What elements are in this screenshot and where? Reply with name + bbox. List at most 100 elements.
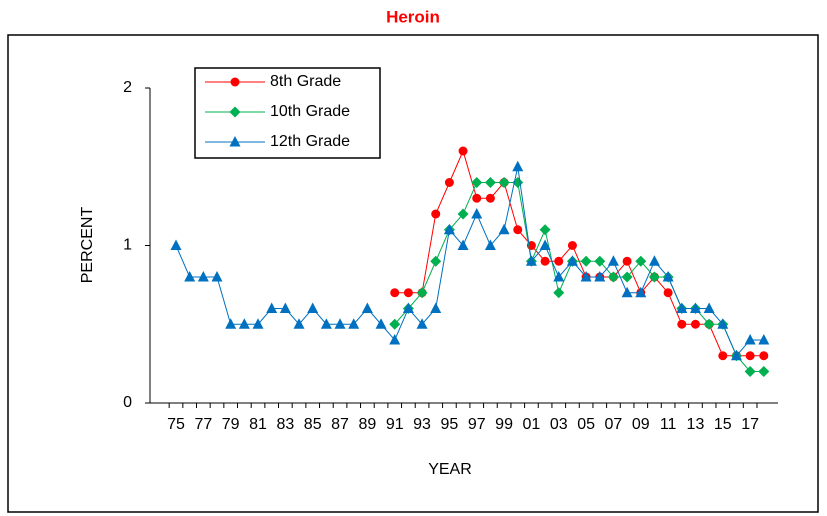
x-axis-label: YEAR — [428, 461, 472, 478]
legend-label: 12th Grade — [270, 133, 350, 150]
marker — [457, 239, 469, 250]
marker — [539, 224, 551, 236]
marker — [293, 318, 305, 329]
marker — [525, 255, 537, 266]
marker — [472, 193, 482, 203]
marker — [635, 255, 647, 267]
marker — [758, 334, 770, 345]
marker — [229, 106, 241, 118]
marker — [184, 271, 196, 282]
marker — [662, 271, 674, 282]
x-tick-label: 99 — [495, 416, 513, 433]
marker — [745, 351, 755, 361]
marker — [485, 193, 495, 203]
marker — [211, 271, 223, 282]
x-tick-label: 13 — [687, 416, 705, 433]
marker — [375, 318, 387, 329]
marker — [663, 288, 673, 298]
marker — [567, 241, 577, 250]
marker — [676, 302, 688, 313]
x-tick-label: 79 — [222, 416, 240, 433]
marker — [498, 223, 510, 235]
marker — [622, 256, 632, 266]
marker — [635, 286, 647, 298]
x-tick-label: 97 — [468, 416, 486, 433]
x-tick-label: 09 — [632, 416, 650, 433]
marker — [580, 255, 592, 267]
marker — [566, 255, 578, 266]
legend-label: 10th Grade — [270, 103, 350, 120]
marker — [443, 223, 455, 235]
marker — [553, 271, 565, 282]
marker — [230, 77, 240, 87]
marker — [416, 287, 428, 299]
marker — [389, 318, 401, 330]
marker — [717, 318, 729, 329]
marker — [594, 255, 606, 267]
x-tick-label: 01 — [523, 416, 541, 433]
marker — [320, 318, 332, 329]
series-line — [175, 166, 764, 357]
x-tick-label: 03 — [550, 416, 568, 433]
marker — [430, 302, 442, 313]
marker — [471, 208, 483, 219]
marker — [498, 177, 510, 188]
marker — [238, 318, 250, 329]
marker — [703, 302, 715, 313]
legend-label: 8th Grade — [270, 73, 341, 90]
marker — [718, 351, 728, 361]
marker — [334, 318, 346, 329]
marker — [225, 318, 237, 329]
y-tick-label: 2 — [123, 79, 132, 96]
x-tick-label: 91 — [386, 416, 404, 433]
marker — [390, 288, 400, 298]
marker — [689, 302, 701, 313]
x-tick-label: 95 — [441, 416, 459, 433]
marker — [554, 256, 564, 266]
marker — [484, 239, 496, 250]
marker — [266, 302, 278, 313]
marker — [553, 287, 565, 299]
x-tick-label: 87 — [331, 416, 349, 433]
marker — [690, 319, 700, 329]
chart-frame — [7, 34, 819, 513]
marker — [759, 351, 769, 361]
x-tick-label: 15 — [714, 416, 732, 433]
marker — [540, 256, 550, 266]
marker — [402, 302, 414, 313]
marker — [648, 271, 660, 283]
marker — [744, 366, 756, 377]
x-tick-label: 81 — [249, 416, 267, 433]
marker — [307, 302, 319, 313]
marker — [430, 255, 442, 267]
x-tick-label: 17 — [741, 416, 759, 433]
x-tick-label: 85 — [304, 416, 322, 433]
marker — [279, 302, 291, 313]
marker — [621, 286, 633, 298]
x-tick-label: 07 — [605, 416, 623, 433]
x-tick-label: 11 — [660, 416, 677, 433]
marker — [703, 318, 715, 330]
series-line — [394, 182, 764, 372]
marker — [758, 366, 770, 377]
legend-box — [194, 67, 381, 159]
marker — [348, 318, 360, 329]
marker — [677, 319, 687, 329]
marker — [431, 209, 441, 219]
x-tick-label: 89 — [358, 416, 376, 433]
marker — [416, 318, 428, 329]
marker — [744, 334, 756, 345]
marker — [513, 225, 523, 235]
marker — [594, 271, 606, 282]
marker — [457, 208, 469, 220]
marker — [170, 239, 182, 250]
chart-title: Heroin — [386, 7, 440, 26]
marker — [607, 271, 619, 283]
marker — [229, 136, 241, 147]
marker — [252, 318, 264, 329]
marker — [484, 177, 496, 188]
marker — [458, 146, 468, 156]
marker — [512, 160, 524, 172]
marker — [403, 288, 413, 298]
